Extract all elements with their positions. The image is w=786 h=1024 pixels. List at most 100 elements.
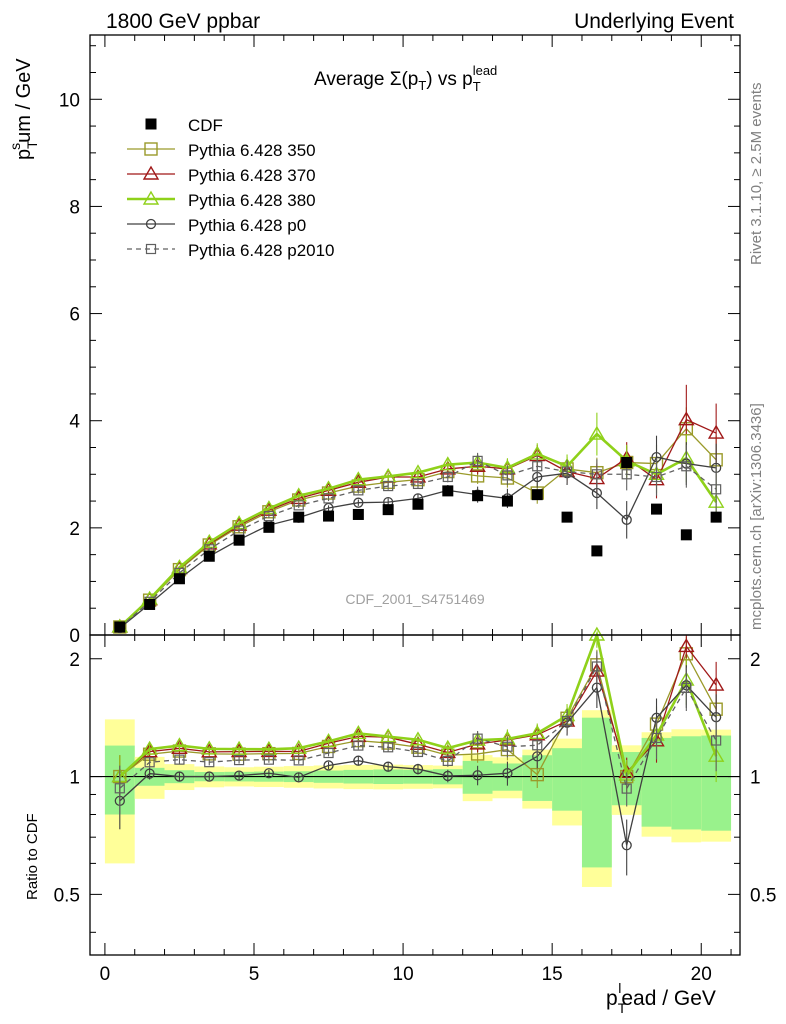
data-point	[651, 471, 662, 483]
ratio-point	[651, 732, 662, 744]
ratio-point	[290, 743, 307, 758]
data-point	[350, 471, 367, 486]
y-tick-label: 0	[69, 626, 80, 647]
data-point	[353, 485, 364, 496]
legend-label: Pythia 6.428 p2010	[188, 241, 335, 260]
y-tick-label: 10	[59, 90, 80, 111]
data-point	[681, 461, 692, 472]
data-point	[621, 469, 632, 480]
ratio-point	[201, 740, 218, 755]
legend-item-pythia-6-428-370: Pythia 6.428 370	[127, 165, 316, 185]
ratio-y-tick-label: 1	[69, 768, 80, 789]
data-point	[711, 484, 722, 495]
reference-data-point	[591, 545, 603, 557]
rivet-version-label: Rivet 3.1.10, ≥ 2.5M events	[748, 83, 765, 266]
legend-item-cdf: CDF	[145, 116, 223, 135]
ratio-point	[621, 783, 632, 794]
legend-label: Pythia 6.428 350	[188, 141, 316, 160]
legend-label: CDF	[188, 116, 223, 135]
legend-marker	[142, 165, 160, 180]
reference-data-point	[352, 508, 364, 520]
ratio-point	[383, 742, 394, 753]
data-point	[442, 471, 453, 483]
reference-data-point	[531, 489, 543, 501]
ratio-point	[711, 735, 722, 746]
ratio-band-stat	[671, 736, 702, 830]
data-point	[532, 461, 543, 472]
ratio-point	[442, 770, 453, 782]
ratio-y-tick-label: 2	[69, 650, 80, 671]
data-point	[383, 480, 394, 492]
data-point	[323, 493, 334, 504]
x-tick-label: 20	[691, 964, 712, 985]
ratio-point	[502, 768, 513, 779]
ratio-point	[681, 682, 692, 694]
main-plot: 0 2 4 6 8 10	[59, 34, 741, 647]
y-tick-label: 4	[69, 412, 80, 433]
legend: CDF Pythia 6.428 350 Pythia 6.428 370 Pythi…	[127, 116, 335, 260]
ratio-point	[412, 763, 424, 775]
ratio-point	[409, 731, 427, 746]
data-point	[201, 533, 218, 549]
ratio-point	[439, 739, 457, 754]
reference-data-point	[442, 485, 454, 497]
x-tick-label: 5	[249, 964, 260, 985]
data-point	[561, 466, 573, 477]
data-point	[439, 456, 457, 471]
reference-data-point	[621, 457, 633, 468]
mcplots-label: mcplots.cern.ch [arXiv:1306.3436]	[748, 403, 765, 630]
x-tick-label: 15	[542, 964, 563, 985]
reference-data-point	[323, 510, 335, 522]
data-point	[293, 500, 304, 511]
data-point	[502, 470, 513, 481]
ratio-point	[263, 754, 274, 765]
ratio-point	[260, 740, 278, 755]
x-tick-label: 10	[393, 964, 414, 985]
y-axis-label-ratio: Ratio to CDF	[24, 813, 41, 900]
ratio-point	[588, 626, 606, 641]
ratio-point	[323, 747, 334, 759]
data-point	[409, 464, 427, 479]
data-point	[353, 497, 364, 508]
ratio-point	[383, 761, 394, 772]
ratio-point	[144, 768, 155, 779]
ratio-point	[144, 757, 155, 768]
legend-label: Pythia 6.428 370	[188, 166, 316, 185]
header-right-label: Underlying Event	[574, 10, 734, 33]
x-tick-label: 0	[100, 964, 111, 985]
reference-data-point	[412, 498, 424, 510]
ratio-point	[114, 783, 125, 794]
ratio-point	[320, 733, 337, 748]
data-point	[412, 478, 424, 490]
analysis-tag: CDF_2001_S4751469	[345, 591, 485, 607]
reference-data-point	[472, 490, 484, 502]
ratio-point	[412, 746, 424, 758]
ratio-point	[621, 840, 632, 851]
ratio-y-tick-label-right: 2	[750, 650, 761, 671]
ratio-point	[174, 771, 185, 782]
legend-item-pythia-6-428-380: Pythia 6.428 380	[127, 190, 316, 210]
ratio-y-tick-label-right: 0.5	[750, 885, 776, 906]
ratio-point	[263, 768, 275, 779]
ratio-point	[502, 741, 513, 752]
legend-item-pythia-6-428-350: Pythia 6.428 350	[127, 141, 316, 160]
ratio-point	[442, 755, 453, 766]
legend-marker	[145, 218, 157, 230]
ratio-point	[591, 661, 602, 672]
ratio-point	[530, 767, 544, 782]
ratio-point	[141, 740, 158, 755]
header-left-label: 1800 GeV ppbar	[106, 10, 260, 33]
ratio-point	[174, 754, 185, 765]
reference-data-point	[203, 550, 215, 562]
chart-title: Average Σ(pT) vs pTlead	[314, 63, 497, 94]
legend-label: Pythia 6.428 p0	[188, 216, 306, 235]
y-tick-label: 2	[69, 519, 80, 540]
ratio-point	[350, 725, 367, 740]
reference-data-point	[114, 621, 126, 633]
reference-data-point	[144, 598, 156, 610]
reference-data-point	[501, 495, 513, 507]
ratio-point	[171, 737, 188, 752]
reference-data-point	[173, 573, 185, 585]
ratio-point	[230, 740, 248, 755]
